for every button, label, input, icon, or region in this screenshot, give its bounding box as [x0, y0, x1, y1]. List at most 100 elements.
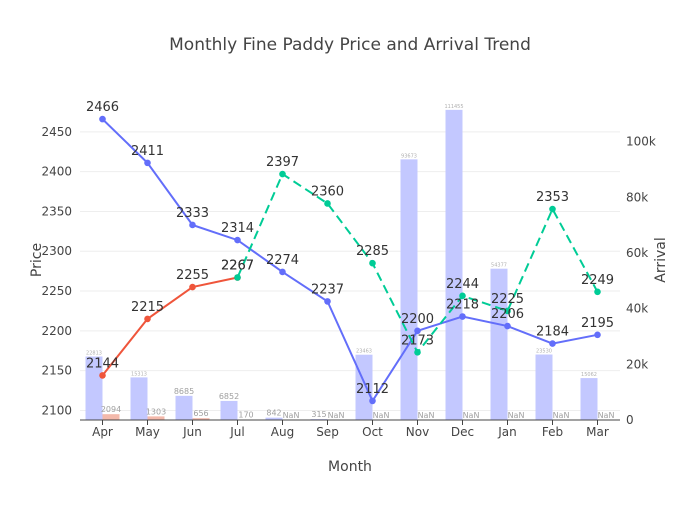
price-value-label: 2184 — [536, 325, 569, 340]
price-value-label: 2411 — [131, 144, 164, 159]
price-value-label: 2255 — [176, 268, 209, 283]
bar-value-label: 1303 — [146, 407, 166, 416]
price-value-label: 2195 — [581, 316, 614, 331]
price-marker — [189, 222, 196, 229]
y-tick-label: 2100 — [41, 403, 72, 417]
y-axis-title: Price — [29, 243, 45, 277]
price-marker — [594, 289, 601, 296]
y-tick-label: 2450 — [41, 125, 72, 139]
x-axis-title: Month — [328, 459, 372, 475]
bar-value-label: 6852 — [219, 392, 239, 401]
price-marker — [324, 200, 331, 207]
y2-tick-label: 20k — [626, 357, 648, 371]
bar-value-label: 656 — [193, 409, 208, 418]
x-tick-label: Jun — [182, 425, 202, 439]
y2-axis-title: Arrival — [653, 237, 669, 283]
x-tick-label: Sep — [316, 425, 339, 439]
x-tick-label: Jan — [497, 425, 517, 439]
price-value-label: 2112 — [356, 382, 389, 397]
bar-value-label: NaN — [553, 411, 570, 420]
x-tick-label: Dec — [451, 425, 474, 439]
price-value-label: 2314 — [221, 221, 254, 236]
y2-tick-label: 40k — [626, 302, 648, 316]
y-tick-label: 2250 — [41, 284, 72, 298]
y2-tick-label: 60k — [626, 246, 648, 260]
bar-value-label: 170 — [238, 411, 253, 420]
x-tick-label: Nov — [406, 425, 429, 439]
bar-value-label: 111455 — [444, 104, 463, 110]
price-value-label: 2225 — [491, 292, 524, 307]
price-value-label: 2333 — [176, 206, 209, 221]
price-value-label: 2237 — [311, 282, 344, 297]
x-tick-label: Jul — [229, 425, 244, 439]
price-marker — [549, 340, 556, 347]
price-line — [103, 119, 598, 401]
price-marker — [459, 313, 466, 320]
price-marker — [369, 398, 376, 405]
bar-value-label: 93673 — [401, 153, 417, 159]
y-tick-label: 2300 — [41, 244, 72, 258]
price-marker — [504, 323, 511, 330]
bar-value-label: 15313 — [131, 371, 147, 377]
price-value-label: 2249 — [581, 273, 614, 288]
bar-value-label: NaN — [598, 411, 615, 420]
bar-value-label: NaN — [418, 411, 435, 420]
x-tick-label: May — [135, 425, 160, 439]
bar-value-label: NaN — [373, 411, 390, 420]
bar-value-label: 23530 — [536, 349, 552, 355]
price-marker — [594, 332, 601, 339]
bar-value-label: 2094 — [101, 405, 121, 414]
price-value-label: 2200 — [401, 312, 434, 327]
price-value-label: 2267 — [221, 259, 254, 274]
arrival-bar — [103, 414, 120, 420]
x-tick-label: Oct — [362, 425, 383, 439]
y2-tick-label: 100k — [626, 135, 656, 149]
price-marker — [144, 316, 151, 323]
y-tick-label: 2200 — [41, 324, 72, 338]
y2-tick-label: 80k — [626, 190, 648, 204]
x-tick-label: Apr — [92, 425, 113, 439]
y-tick-label: 2150 — [41, 364, 72, 378]
price-marker — [234, 274, 241, 281]
price-value-label: 2353 — [536, 190, 569, 205]
arrival-bar — [581, 378, 598, 420]
price-value-label: 2215 — [131, 300, 164, 315]
price-value-label: 2285 — [356, 244, 389, 259]
y-tick-label: 2350 — [41, 204, 72, 218]
price-line — [103, 278, 238, 376]
x-tick-label: Mar — [586, 425, 609, 439]
bar-value-label: 842 — [266, 409, 281, 418]
bar-value-label: NaN — [283, 411, 300, 420]
price-marker — [189, 284, 196, 291]
x-tick-label: Aug — [271, 425, 294, 439]
price-value-label: 2360 — [311, 184, 344, 199]
bar-value-label: NaN — [328, 411, 345, 420]
price-value-label: 2397 — [266, 155, 299, 170]
bar-value-label: 15062 — [581, 372, 597, 378]
y-tick-label: 2400 — [41, 165, 72, 179]
price-marker — [549, 206, 556, 213]
price-marker — [414, 349, 421, 356]
price-marker — [279, 171, 286, 178]
price-marker — [99, 372, 106, 379]
arrival-bar — [176, 396, 193, 420]
arrival-bar — [536, 355, 553, 420]
price-value-label: 2466 — [86, 100, 119, 115]
arrival-bar — [221, 401, 238, 420]
bar-value-label: 315 — [311, 410, 326, 419]
chart-title: Monthly Fine Paddy Price and Arrival Tre… — [169, 35, 531, 55]
bar-value-label: 8685 — [174, 387, 194, 396]
bar-value-label: 54377 — [491, 263, 507, 269]
arrival-bar — [148, 416, 165, 420]
price-value-label: 2274 — [266, 253, 299, 268]
price-value-label: 2206 — [491, 307, 524, 322]
price-marker — [369, 260, 376, 267]
price-marker — [99, 116, 106, 123]
arrival-bar — [401, 159, 418, 420]
price-marker — [234, 237, 241, 244]
price-value-label: 2218 — [446, 298, 479, 313]
bar-value-label: NaN — [508, 411, 525, 420]
price-value-label: 2173 — [401, 333, 434, 348]
bar-value-label: NaN — [463, 411, 480, 420]
